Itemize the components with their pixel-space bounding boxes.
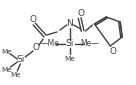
Text: —Me: —Me	[41, 40, 59, 49]
Text: Me: Me	[1, 49, 12, 55]
Text: O: O	[110, 46, 117, 56]
Text: Si: Si	[66, 40, 74, 49]
Text: O: O	[33, 44, 40, 53]
Text: Si: Si	[16, 56, 24, 65]
Text: Me: Me	[10, 72, 21, 78]
Text: O: O	[30, 15, 37, 24]
Text: O: O	[77, 10, 84, 19]
Text: Me: Me	[1, 67, 12, 73]
Text: Me—: Me—	[80, 40, 99, 49]
Text: Me: Me	[64, 56, 75, 62]
Text: N: N	[66, 19, 73, 28]
